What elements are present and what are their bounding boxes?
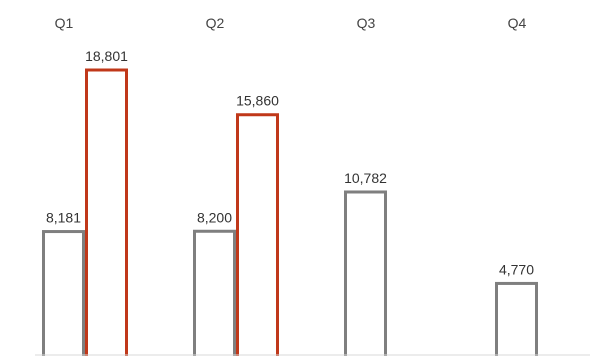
bar-value-label: 4,770 [499, 261, 534, 277]
bar-gray [495, 281, 538, 356]
bar-red [236, 113, 279, 356]
category-tick-label: Q2 [206, 15, 225, 31]
bar-red [85, 68, 128, 356]
category-tick-labels: Q1 Q2 Q3 Q4 [55, 15, 527, 31]
bar-series [42, 68, 538, 356]
category-tick-label: Q1 [55, 15, 74, 31]
bar-value-label: 18,801 [85, 48, 128, 64]
bar-gray [193, 229, 236, 356]
bar-value-label: 15,860 [236, 93, 279, 109]
bar-value-labels: 8,181 8,200 10,782 4,770 18,801 15,860 [46, 48, 534, 277]
bar-gray [344, 190, 387, 356]
bar-value-label: 10,782 [344, 170, 387, 186]
bar-value-label: 8,200 [197, 209, 232, 225]
bar-gray [42, 230, 85, 356]
category-tick-label: Q4 [508, 15, 527, 31]
category-tick-label: Q3 [357, 15, 376, 31]
bar-value-label: 8,181 [46, 210, 81, 226]
